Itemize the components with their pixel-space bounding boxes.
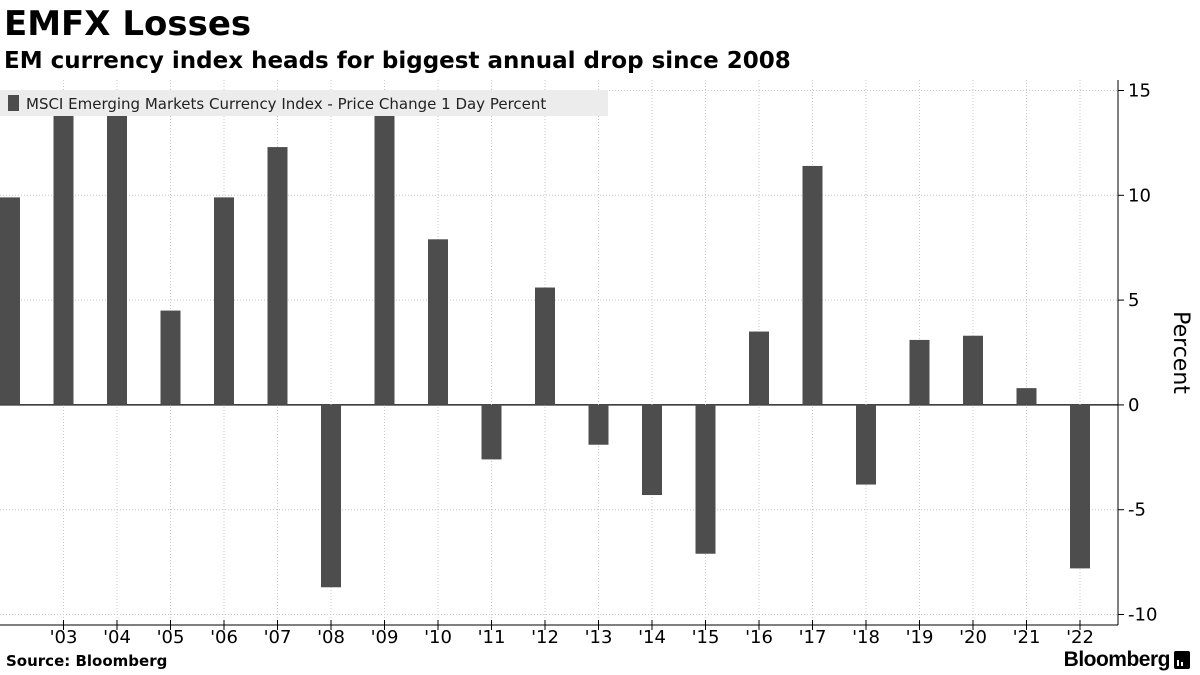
brand-text: Bloomberg <box>1063 648 1171 671</box>
chart-title: EMFX Losses <box>4 4 252 44</box>
x-tick-label: '22 <box>1066 627 1094 648</box>
x-tick-label: '10 <box>424 627 452 648</box>
axes: 15 10 5 0 -5 -10 '03 '04 '05 '06 '07 '08 '09 '10 '11 '1… <box>0 80 1157 648</box>
bar-20 <box>963 335 983 405</box>
x-tick-label: '21 <box>1013 627 1041 648</box>
bar-14 <box>642 404 662 496</box>
y-tick-label: 5 <box>1128 290 1139 311</box>
bar-19 <box>909 339 930 405</box>
legend: MSCI Emerging Markets Currency Index - P… <box>0 90 608 116</box>
x-tick-label: '16 <box>745 627 773 648</box>
legend-label: MSCI Emerging Markets Currency Index - P… <box>26 95 546 113</box>
x-tick-label: '13 <box>585 627 613 648</box>
y-tick-label: -10 <box>1128 605 1157 626</box>
chart-icon <box>1174 651 1190 669</box>
x-tick-label: '14 <box>638 627 666 648</box>
bar-16 <box>749 331 769 405</box>
bar-08 <box>321 404 341 588</box>
bar-10 <box>428 239 448 405</box>
bar-05 <box>160 310 181 405</box>
x-tick-label: '15 <box>692 627 720 648</box>
x-tick-label: '17 <box>799 627 827 648</box>
x-tick-label: '18 <box>852 627 880 648</box>
bar-02 <box>0 197 20 405</box>
chart-subtitle: EM currency index heads for biggest annu… <box>4 48 791 74</box>
bar-04 <box>107 98 127 405</box>
bar-15 <box>695 404 716 554</box>
bar-17 <box>802 165 823 405</box>
y-tick-label: 15 <box>1128 80 1151 101</box>
bar-chart: 15 10 5 0 -5 -10 '03 '04 '05 '06 '07 '08 '09 '10 '11 '1… <box>0 80 1193 648</box>
bar-11 <box>481 404 502 460</box>
bars <box>0 96 1090 588</box>
bar-18 <box>856 404 876 485</box>
y-axis-label: Percent <box>1168 311 1193 394</box>
source-note: Source: Bloomberg <box>6 652 168 670</box>
x-tick-label: '07 <box>264 627 292 648</box>
x-tick-label: '03 <box>50 627 78 648</box>
bar-06 <box>214 197 234 405</box>
x-tick-label: '09 <box>371 627 399 648</box>
legend-background <box>0 90 608 116</box>
y-tick-label: -5 <box>1128 500 1146 521</box>
y-tick-label: 10 <box>1128 185 1151 206</box>
x-tick-label: '06 <box>210 627 238 648</box>
bar-12 <box>535 287 555 405</box>
bar-03 <box>53 96 74 405</box>
x-tick-label: '08 <box>317 627 345 648</box>
y-tick-label: 0 <box>1128 395 1139 416</box>
bloomberg-logo: Bloomberg <box>1064 648 1190 672</box>
x-tick-label: '04 <box>103 627 131 648</box>
bar-22 <box>1070 404 1090 569</box>
x-tick-label: '20 <box>959 627 987 648</box>
bar-21 <box>1016 388 1037 405</box>
x-tick-label: '19 <box>906 627 934 648</box>
bar-13 <box>588 404 609 445</box>
x-tick-label: '11 <box>478 627 506 648</box>
bar-07 <box>267 147 288 405</box>
bar-09 <box>374 113 395 405</box>
x-tick-label: '05 <box>157 627 185 648</box>
legend-swatch <box>8 95 19 111</box>
x-tick-label: '12 <box>531 627 559 648</box>
